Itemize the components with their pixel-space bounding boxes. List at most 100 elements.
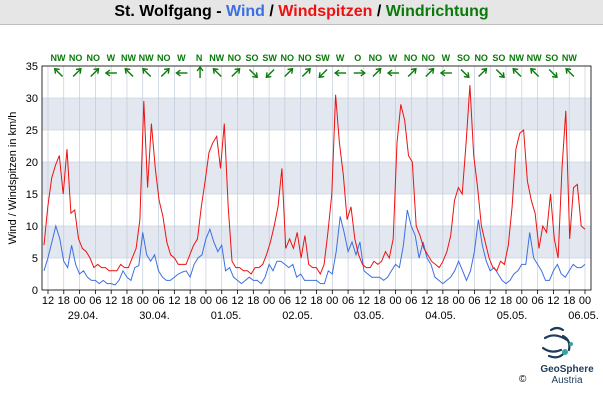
x-tick-label: 06 bbox=[152, 295, 164, 307]
x-tick-label: 06 bbox=[468, 295, 480, 307]
arrow-shaft bbox=[143, 68, 152, 78]
direction-arrow-icon bbox=[196, 65, 204, 78]
arrow-shaft bbox=[407, 68, 416, 78]
direction-arrow-icon bbox=[212, 67, 222, 78]
arrow-head bbox=[142, 67, 148, 74]
x-tick-label: 06 bbox=[216, 295, 228, 307]
direction-label: NW bbox=[121, 53, 136, 63]
x-tick-label: 18 bbox=[563, 295, 575, 307]
x-tick-label: 06 bbox=[89, 295, 101, 307]
y-tick-label: 15 bbox=[26, 189, 38, 201]
y-tick-label: 0 bbox=[32, 285, 38, 297]
title-gusts: Windspitzen bbox=[278, 3, 373, 20]
direction-arrow-icon bbox=[425, 67, 435, 78]
arrow-shaft bbox=[319, 68, 328, 78]
arrow-head bbox=[428, 67, 435, 74]
direction-label: SW bbox=[262, 53, 277, 63]
logo-subtitle: Austria bbox=[551, 375, 583, 386]
x-tick-label: 00 bbox=[200, 295, 212, 307]
arrow-shaft bbox=[460, 68, 469, 78]
arrow-head bbox=[530, 67, 536, 74]
x-tick-label: 18 bbox=[310, 295, 322, 307]
x-tick-label: 06 bbox=[342, 295, 354, 307]
direction-arrow-icon bbox=[460, 68, 470, 79]
direction-arrow-icon bbox=[72, 67, 82, 78]
arrow-shaft bbox=[266, 68, 275, 78]
direction-label: SO bbox=[245, 53, 258, 63]
direction-arrow-icon bbox=[439, 69, 452, 77]
x-tick-label: 18 bbox=[121, 295, 133, 307]
direction-label: NO bbox=[474, 53, 488, 63]
direction-arrow-icon bbox=[124, 67, 134, 78]
x-tick-label: 00 bbox=[453, 295, 465, 307]
direction-arrow-icon bbox=[495, 68, 505, 79]
arrow-head bbox=[463, 72, 470, 79]
arrow-head bbox=[124, 67, 131, 74]
arrow-shaft bbox=[160, 68, 169, 78]
x-tick-label: 06 bbox=[531, 295, 543, 307]
arrow-head bbox=[265, 72, 272, 79]
x-tick-label: 18 bbox=[437, 295, 449, 307]
arrow-shaft bbox=[372, 68, 381, 78]
direction-label: NW bbox=[51, 53, 66, 63]
arrow-head bbox=[333, 69, 340, 77]
arrow-shaft bbox=[425, 68, 434, 78]
direction-arrow-icon bbox=[301, 67, 311, 78]
arrow-shaft bbox=[231, 68, 240, 78]
x-tick-label: 06 bbox=[279, 295, 291, 307]
arrow-shaft bbox=[478, 68, 487, 78]
y-tick-label: 30 bbox=[26, 93, 38, 105]
arrow-head bbox=[53, 67, 60, 74]
arrow-head bbox=[512, 67, 519, 74]
date-label: 30.04. bbox=[139, 310, 170, 322]
arrow-shaft bbox=[284, 68, 293, 78]
x-tick-label: 00 bbox=[516, 295, 528, 307]
geosphere-logo-icon bbox=[541, 326, 573, 359]
x-tick-label: 12 bbox=[421, 295, 433, 307]
series-line-gusts bbox=[43, 85, 586, 276]
arrow-head bbox=[551, 72, 558, 79]
x-tick-label: 00 bbox=[579, 295, 591, 307]
date-label: 01.05. bbox=[211, 310, 242, 322]
logo-name: GeoSphere bbox=[540, 364, 594, 375]
arrow-shaft bbox=[90, 68, 99, 78]
x-tick-label: 12 bbox=[547, 295, 559, 307]
arrow-head bbox=[565, 67, 572, 74]
direction-arrow-icon bbox=[90, 67, 100, 78]
direction-label: NO bbox=[69, 53, 83, 63]
direction-arrow-icon bbox=[265, 68, 275, 79]
arrow-shaft bbox=[72, 68, 81, 78]
arrow-shaft bbox=[513, 68, 522, 78]
direction-label: NO bbox=[369, 53, 383, 63]
arrow-shaft bbox=[248, 68, 257, 78]
direction-arrow-icon bbox=[548, 68, 558, 79]
arrow-head bbox=[360, 69, 366, 77]
x-tick-label: 12 bbox=[231, 295, 243, 307]
direction-label: W bbox=[442, 53, 451, 63]
direction-label: O bbox=[354, 53, 361, 63]
direction-label: W bbox=[107, 53, 116, 63]
arrow-head bbox=[499, 72, 505, 79]
title-wind: Wind bbox=[226, 3, 265, 20]
direction-label: NW bbox=[139, 53, 154, 63]
title-separator: - bbox=[211, 3, 226, 20]
x-tick-label: 12 bbox=[295, 295, 307, 307]
direction-label: SO bbox=[545, 53, 558, 63]
direction-arrow-icon bbox=[318, 68, 328, 79]
x-tick-label: 00 bbox=[73, 295, 85, 307]
direction-arrow-icon bbox=[284, 67, 294, 78]
arrow-head bbox=[104, 69, 111, 77]
title-separator: / bbox=[264, 3, 279, 20]
x-tick-label: 18 bbox=[184, 295, 196, 307]
arrow-shaft bbox=[531, 68, 540, 78]
arrow-head bbox=[305, 67, 311, 74]
date-label: 05.05. bbox=[497, 310, 528, 322]
date-label: 04.05. bbox=[425, 310, 456, 322]
direction-label: NO bbox=[280, 53, 294, 63]
arrow-shaft bbox=[301, 68, 310, 78]
direction-label: N bbox=[196, 53, 203, 63]
direction-arrow-icon bbox=[104, 69, 117, 77]
direction-label: NO bbox=[228, 53, 242, 63]
arrow-shaft bbox=[54, 68, 64, 78]
